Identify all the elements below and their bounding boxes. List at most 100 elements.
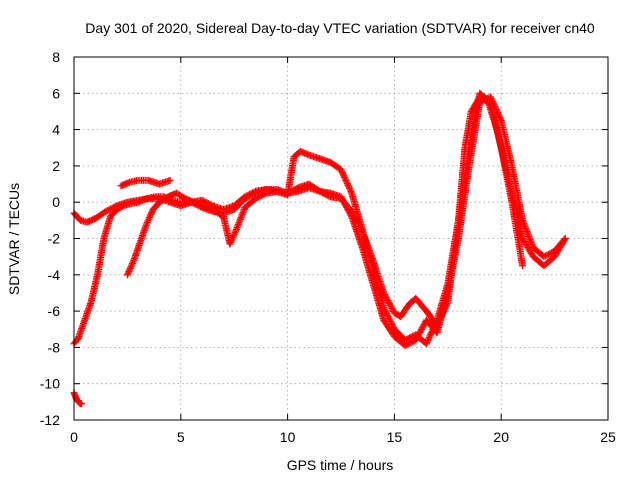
data-point-marker	[148, 209, 156, 217]
data-point-marker	[413, 333, 421, 341]
data-point-marker	[126, 266, 134, 274]
x-axis-label: GPS time / hours	[287, 457, 394, 473]
data-point-marker	[341, 200, 349, 208]
data-point-marker	[245, 192, 253, 200]
data-point-marker	[346, 184, 354, 192]
data-point-marker	[128, 260, 136, 268]
data-point-marker	[338, 167, 346, 175]
data-point-marker	[401, 342, 409, 350]
data-point-marker	[338, 169, 346, 177]
data-point-marker	[230, 230, 238, 238]
data-point-marker	[423, 338, 431, 346]
data-point-marker	[479, 97, 487, 105]
data-points	[70, 89, 569, 408]
data-point-marker	[488, 96, 496, 104]
data-point-marker	[480, 96, 488, 104]
data-point-marker	[253, 194, 261, 202]
data-point-marker	[233, 224, 241, 232]
data-point-marker	[244, 193, 252, 201]
y-tick-label: -12	[40, 412, 60, 428]
data-point-marker	[493, 107, 501, 115]
data-point-marker	[146, 212, 154, 220]
data-point-marker	[496, 115, 504, 123]
data-point-marker	[389, 306, 397, 314]
data-point-marker	[417, 327, 425, 335]
data-point-marker	[422, 340, 430, 348]
data-point-marker	[337, 193, 345, 201]
data-point-marker	[487, 95, 495, 103]
data-point-marker	[227, 237, 235, 245]
data-point-marker	[387, 303, 395, 311]
data-point-marker	[347, 188, 355, 196]
data-point-marker	[123, 271, 131, 279]
plot-frame	[73, 56, 609, 421]
data-point-marker	[234, 220, 242, 228]
data-point-marker	[387, 317, 395, 325]
data-point-marker	[413, 335, 421, 343]
data-point-marker	[129, 258, 137, 266]
data-point-marker	[261, 190, 269, 198]
data-point-marker	[102, 207, 110, 215]
data-point-marker	[231, 229, 239, 237]
data-point-marker	[477, 98, 485, 106]
data-point-marker	[386, 316, 394, 324]
data-point-marker	[419, 322, 427, 330]
x-tick-label: 25	[600, 429, 616, 445]
data-point-marker	[124, 269, 132, 277]
data-point-marker	[252, 195, 260, 203]
data-point-marker	[540, 253, 548, 261]
data-point-marker	[341, 175, 349, 183]
data-point-marker	[424, 337, 432, 345]
data-point-marker	[489, 98, 497, 106]
data-point-marker	[341, 173, 349, 181]
data-point-marker	[385, 300, 393, 308]
data-point-marker	[235, 219, 243, 227]
data-point-marker	[403, 341, 411, 349]
data-point-marker	[476, 98, 484, 106]
data-point-marker	[345, 183, 353, 191]
x-tick-label: 20	[493, 429, 509, 445]
y-tick-label: -8	[48, 339, 61, 355]
data-point-marker	[247, 191, 255, 199]
data-point-marker	[407, 338, 415, 346]
data-point-marker	[236, 217, 244, 225]
data-point-marker	[144, 217, 152, 225]
y-tick-label: -10	[40, 376, 60, 392]
data-point-marker	[381, 292, 389, 300]
data-point-marker	[259, 191, 267, 199]
data-point-marker	[143, 220, 151, 228]
data-point-marker	[495, 112, 503, 120]
data-point-marker	[519, 262, 527, 270]
data-point-marker	[487, 93, 495, 101]
data-point-marker	[418, 324, 426, 332]
data-point-marker	[105, 206, 113, 214]
data-point-marker	[249, 191, 257, 199]
data-point-marker	[73, 336, 81, 344]
data-point-marker	[145, 215, 153, 223]
data-point-marker	[232, 225, 240, 233]
x-tick-label: 10	[280, 429, 296, 445]
data-point-marker	[234, 222, 242, 230]
data-point-marker	[343, 180, 351, 188]
y-axis-label: SDTVAR / TECUs	[6, 183, 22, 295]
data-point-marker	[543, 251, 551, 259]
data-point-marker	[232, 227, 240, 235]
data-point-marker	[108, 204, 116, 212]
data-point-marker	[240, 207, 248, 215]
data-point-marker	[496, 113, 504, 121]
data-point-marker	[482, 95, 490, 103]
data-point-marker	[544, 250, 552, 258]
data-point-marker	[425, 333, 433, 341]
data-point-marker	[409, 338, 417, 346]
data-point-marker	[426, 332, 434, 340]
data-point-marker	[238, 212, 246, 220]
data-point-marker	[229, 233, 237, 241]
data-point-marker	[343, 204, 351, 212]
data-point-marker	[104, 206, 112, 214]
data-point-marker	[107, 205, 115, 213]
data-point-marker	[420, 321, 428, 329]
data-point-marker	[239, 209, 247, 217]
data-point-marker	[342, 177, 350, 185]
data-point-marker	[404, 340, 412, 348]
data-point-marker	[255, 193, 263, 201]
